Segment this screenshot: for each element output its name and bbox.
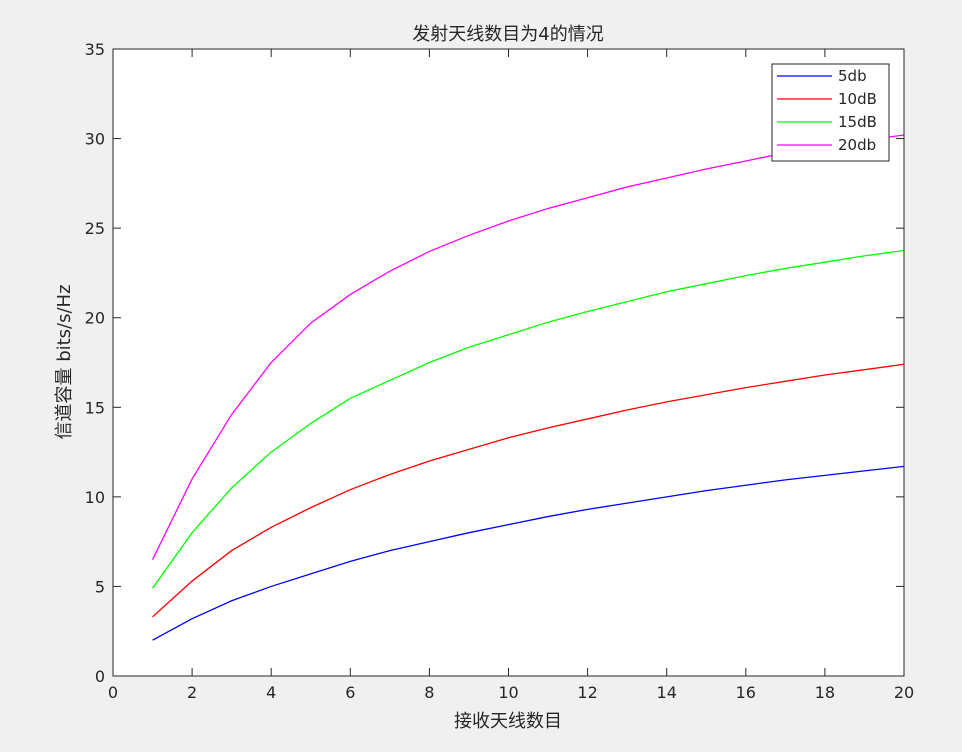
x-tick-label: 10 bbox=[498, 683, 518, 702]
y-axis-label: 信道容量 bits/s/Hz bbox=[54, 284, 75, 439]
x-axis-label: 接收天线数目 bbox=[454, 711, 562, 732]
x-tick-label: 8 bbox=[424, 683, 434, 702]
x-tick-label: 4 bbox=[266, 683, 276, 702]
x-tick-label: 2 bbox=[187, 683, 197, 702]
legend-entries: 5db 10dB 15dB 20db bbox=[777, 67, 877, 154]
y-tick-label: 25 bbox=[85, 219, 105, 238]
x-tick-label: 0 bbox=[108, 683, 118, 702]
x-tick-label: 6 bbox=[345, 683, 355, 702]
series-line-10db bbox=[152, 363, 905, 618]
x-tick-label: 20 bbox=[894, 683, 914, 702]
series-line-15db bbox=[152, 249, 905, 589]
y-tick-label: 35 bbox=[85, 40, 105, 59]
x-tick-label: 16 bbox=[736, 683, 756, 702]
legend-label-15db: 15dB bbox=[838, 113, 877, 131]
y-tick-label: 30 bbox=[85, 130, 105, 149]
y-tick-label: 10 bbox=[85, 488, 105, 507]
chart-title: 发射天线数目为4的情况 bbox=[412, 24, 603, 45]
x-tick-label: 12 bbox=[577, 683, 597, 702]
legend[interactable]: 5db 10dB 15dB 20db bbox=[771, 63, 890, 162]
y-tick-label: 5 bbox=[95, 577, 105, 596]
legend-label-5db: 5db bbox=[838, 67, 867, 85]
ticks-layer: 0 2 4 6 8 10 12 14 16 18 20 0 5 10 15 20 25 30 35 bbox=[85, 40, 915, 702]
y-tick-label: 0 bbox=[95, 667, 105, 686]
y-tick-label: 20 bbox=[85, 309, 105, 328]
legend-label-10db: 10dB bbox=[838, 90, 877, 108]
legend-label-20db: 20db bbox=[838, 136, 876, 154]
series-line-5db bbox=[152, 465, 905, 641]
x-tick-label: 18 bbox=[815, 683, 835, 702]
y-tick-label: 15 bbox=[85, 398, 105, 417]
x-tick-label: 14 bbox=[657, 683, 677, 702]
